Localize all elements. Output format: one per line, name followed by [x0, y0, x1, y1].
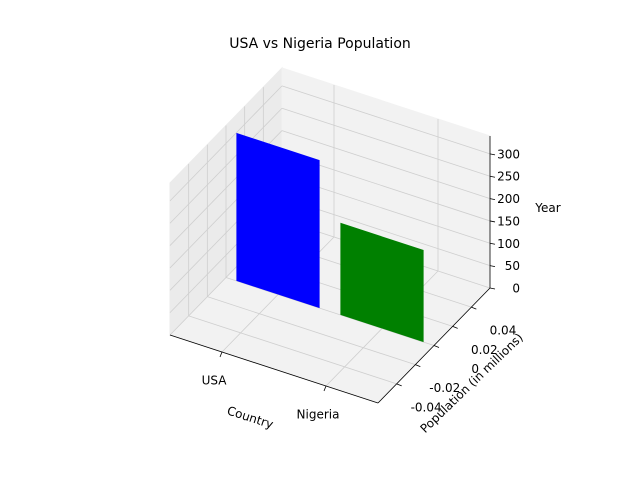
- tick-mark: [489, 175, 496, 178]
- grid-line: [281, 130, 491, 199]
- tick-mark: [415, 364, 421, 368]
- bar: [340, 222, 424, 343]
- x-tick-label: Nigeria: [297, 408, 340, 422]
- tick-mark: [452, 325, 458, 329]
- x-tick-label: USA: [202, 374, 228, 388]
- grid-line: [281, 107, 491, 177]
- y-tick-label: 0.04: [490, 324, 517, 338]
- z-tick-label: 200: [497, 192, 520, 206]
- y-tick-label: 0.02: [471, 343, 498, 357]
- bar: [236, 132, 320, 309]
- tick-mark: [219, 351, 223, 358]
- z-tick-label: 300: [497, 147, 520, 161]
- tick-mark: [489, 242, 496, 245]
- tick-mark: [471, 306, 477, 310]
- z-tick-label: 50: [505, 259, 520, 273]
- y-tick-label: -0.04: [411, 400, 442, 414]
- grid-line: [188, 315, 397, 385]
- z-tick-label: 150: [497, 214, 520, 228]
- tick-mark: [396, 383, 402, 387]
- y-tick-label: -0.02: [429, 381, 460, 395]
- tick-mark: [489, 287, 496, 290]
- tick-mark: [489, 220, 496, 223]
- tick-mark: [489, 265, 496, 268]
- grid-line: [281, 85, 491, 155]
- x-axis-label: Country: [225, 404, 275, 432]
- chart-title: USA vs Nigeria Population: [229, 36, 411, 52]
- tick-mark: [489, 153, 496, 156]
- z-axis-label: Year: [534, 201, 560, 215]
- y-tick-label: 0: [471, 362, 479, 376]
- tick-mark: [323, 385, 327, 392]
- z-tick-label: 0: [512, 282, 520, 296]
- axis-line: [169, 334, 379, 404]
- tick-mark: [433, 345, 440, 348]
- z-tick-label: 250: [497, 170, 520, 184]
- z-tick-label: 100: [497, 237, 520, 251]
- grid-line: [207, 296, 416, 366]
- axis-line: [377, 287, 491, 404]
- tick-mark: [489, 198, 496, 200]
